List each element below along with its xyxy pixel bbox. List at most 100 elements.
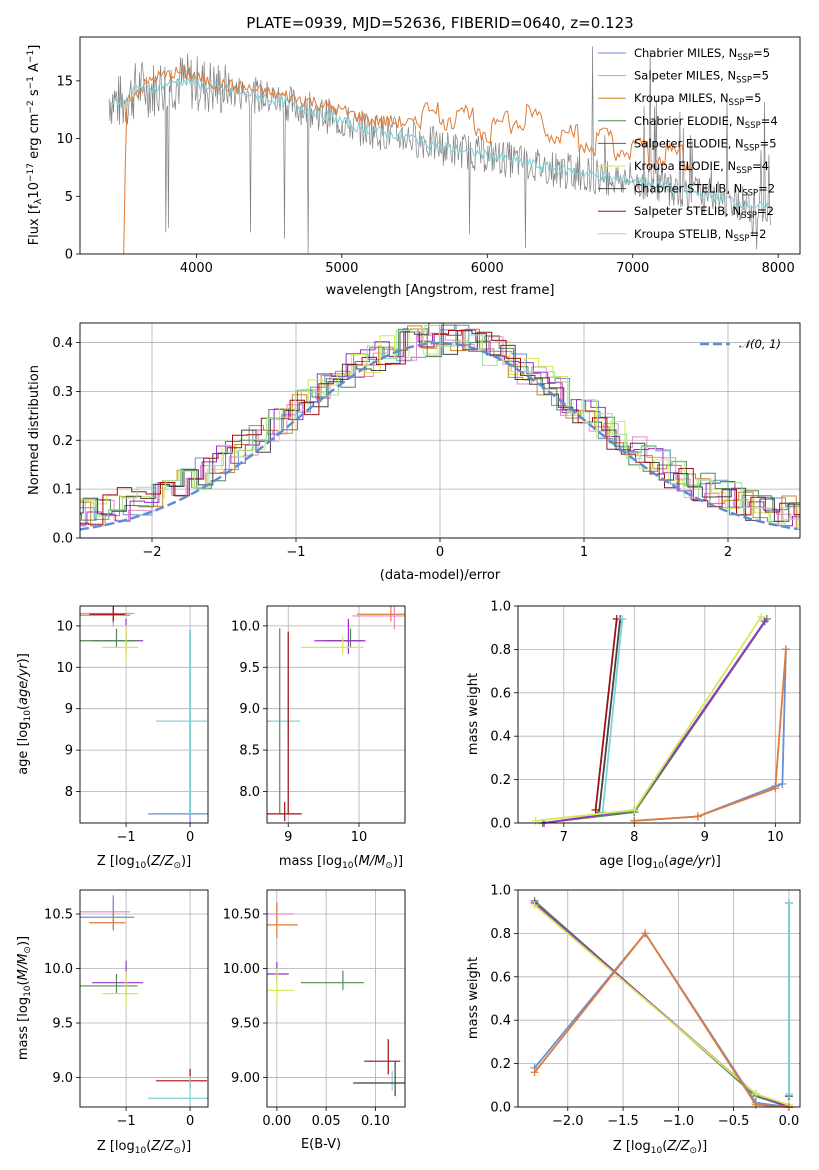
alt-model-spectrum xyxy=(123,65,691,254)
y-tick-label: 0.0 xyxy=(52,532,73,547)
y-tick-label: 9.5 xyxy=(52,1017,73,1032)
y-tick-label: 0.2 xyxy=(52,434,73,449)
legend-label: Salpeter STELIB, NSSP=2 xyxy=(634,204,774,221)
error-bars xyxy=(267,606,405,822)
y-tick-label: 5 xyxy=(65,190,73,205)
x-tick-label: 0.0 xyxy=(779,1114,800,1129)
x-tick-label: 10 xyxy=(767,830,784,845)
legend-label: Kroupa ELODIE, NSSP=4 xyxy=(634,159,769,176)
weight-line-kroupa-miles xyxy=(634,649,787,822)
z-mass-panel: −1 0 9.0 9.5 10.0 10.5 Z [log10(Z/Z⊙)] mass [… xyxy=(16,889,209,1156)
weight-marker xyxy=(618,615,627,624)
x-tick-label: 0.10 xyxy=(361,1114,390,1129)
y-tick-label: 0.3 xyxy=(52,385,73,400)
x-tick-label: −1 xyxy=(286,545,305,560)
weight-marker xyxy=(530,1068,539,1077)
weight-marker xyxy=(693,812,702,821)
weight-line-kroupa-miles xyxy=(533,931,789,1108)
x-tick-label: 0 xyxy=(186,830,194,845)
y-tick-label: 9.00 xyxy=(231,1071,260,1086)
x-tick-label: −2.0 xyxy=(552,1114,584,1129)
weight-marker xyxy=(757,612,766,621)
y-tick-label: 0.4 xyxy=(490,1014,511,1029)
histogram-chabrier-elodie xyxy=(80,324,800,521)
error-bars xyxy=(267,901,405,1097)
y-tick-label: 0.1 xyxy=(52,483,73,498)
axes-frame xyxy=(79,36,801,255)
weight-marker xyxy=(771,784,780,793)
y-tick-label: 0.2 xyxy=(490,773,511,788)
y-tick-label: 0.2 xyxy=(490,1057,511,1072)
x-tick-label: 6000 xyxy=(471,261,504,276)
spectrum-title: PLATE=0939, MJD=52636, FIBERID=0640, z=0… xyxy=(246,14,633,32)
y-tick-label: 10.5 xyxy=(44,907,73,922)
weight-line-salpeter-stelib xyxy=(594,618,618,811)
x-tick-label: 4000 xyxy=(180,261,213,276)
y-tick-label: 10.0 xyxy=(231,619,260,634)
weight-marker xyxy=(530,901,539,910)
weight-lines xyxy=(531,612,790,827)
histogram-kroupa-elodie xyxy=(80,328,800,529)
weight-line-chabrier-elodie xyxy=(534,900,790,1108)
weight-marker xyxy=(641,929,650,938)
histogram-chabrier-miles xyxy=(80,324,800,520)
weight-marker xyxy=(784,1089,793,1098)
x-tick-label: 10 xyxy=(351,830,368,845)
y-tick-label: 9.5 xyxy=(239,661,260,676)
z-age-ylabel: age [log10(age/yr)] xyxy=(16,653,33,775)
weight-marker xyxy=(531,816,540,825)
x-tick-label: −1 xyxy=(116,1114,135,1129)
y-tick-label: 10.00 xyxy=(223,962,260,977)
y-tick-label: 10.50 xyxy=(223,907,260,922)
mass-age-panel: 9 10 8.0 8.5 9.0 9.5 10.0 mass [log10(M/M⊙)] xyxy=(231,605,406,871)
x-tick-label: 5000 xyxy=(325,261,358,276)
z-weight-ylabel: mass weight xyxy=(466,957,481,1039)
spectrum-panel: PLATE=0939, MJD=52636, FIBERID=0640, z=0… xyxy=(26,14,801,298)
axes-frame xyxy=(79,889,209,1108)
x-tick-label: 7 xyxy=(560,830,568,845)
age-weight-xlabel: age [log10(age/yr)] xyxy=(599,854,721,871)
y-tick-label: 8.5 xyxy=(239,744,260,759)
axes-frame xyxy=(517,605,801,824)
y-tick-label: 9.0 xyxy=(52,1071,73,1086)
spectrum-legend: Chabrier MILES, NSSP=5 Salpeter MILES, NS… xyxy=(598,46,778,244)
y-tick-label: 0.6 xyxy=(490,970,511,985)
y-tick-label: 8.0 xyxy=(239,785,260,800)
z-weight-panel: −2.0 −1.5 −1.0 −0.5 0.0 0.0 0.2 0.4 0.6 0.8 1.0 Z … xyxy=(466,884,801,1156)
weight-marker xyxy=(630,805,639,814)
y-tick-label: 8 xyxy=(65,785,73,800)
y-tick-label: 1.0 xyxy=(490,600,511,615)
axes-frame xyxy=(517,889,801,1108)
y-tick-label: 0.8 xyxy=(490,643,511,658)
legend-label: 𝒩(0, 1) xyxy=(739,337,781,351)
weight-marker xyxy=(751,1089,760,1098)
axes-frame xyxy=(79,605,209,824)
normal-reference-curve xyxy=(80,341,798,531)
weight-marker xyxy=(760,617,769,626)
y-tick-label: 9 xyxy=(65,744,73,759)
y-tick-label: 1.0 xyxy=(490,884,511,899)
axes-frame xyxy=(266,889,406,1108)
y-tick-label: 0.6 xyxy=(490,686,511,701)
weight-marker xyxy=(751,1100,760,1109)
y-tick-label: 10 xyxy=(56,132,73,147)
y-tick-label: 10 xyxy=(56,661,73,676)
z-age-panel: −1 0 8 9 9 10 10 Z [log10(Z/Z⊙)] age [log10(ag… xyxy=(16,605,209,871)
y-tick-label: 0.4 xyxy=(490,730,511,745)
ebv-mass-xlabel: E(B-V) xyxy=(301,1137,341,1152)
x-tick-label: −0.5 xyxy=(718,1114,750,1129)
weight-lines xyxy=(530,896,793,1111)
y-tick-label: 0.0 xyxy=(490,817,511,832)
x-tick-label: −1.5 xyxy=(607,1114,639,1129)
residual-panel: −2 −1 0 1 2 0.0 0.1 0.2 0.3 0.4 (data-model)/erro… xyxy=(27,322,801,583)
z-weight-xlabel: Z [log10(Z/Z⊙)] xyxy=(613,1139,707,1156)
y-tick-label: 9 xyxy=(65,702,73,717)
y-tick-label: 10 xyxy=(56,619,73,634)
age-weight-panel: 7 8 9 10 0.0 0.2 0.4 0.6 0.8 1.0 age [log10(age/y… xyxy=(466,600,801,871)
error-bars xyxy=(80,895,208,1107)
spectrum-xlabel: wavelength [Angstrom, rest frame] xyxy=(326,283,555,298)
age-weight-ylabel: mass weight xyxy=(466,673,481,755)
weight-line-chabrier-stelib xyxy=(598,618,622,813)
histograms xyxy=(80,323,800,531)
